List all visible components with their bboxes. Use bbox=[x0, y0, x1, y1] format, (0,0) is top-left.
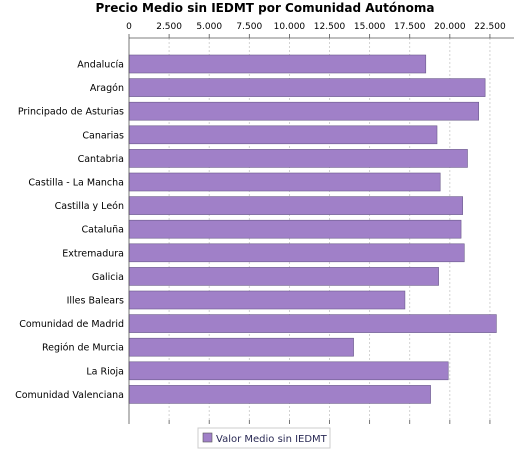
bar bbox=[128, 314, 497, 333]
bar bbox=[128, 337, 354, 357]
x-tick-label: 12.500 bbox=[314, 22, 346, 32]
bars bbox=[128, 54, 497, 404]
x-axis-ticks: 0 2.500 5.000 7.500 10.000 12.500 15.000 17.500… bbox=[126, 22, 506, 424]
category-label: Cataluña bbox=[81, 225, 124, 236]
legend-box bbox=[197, 427, 331, 449]
category-label: Galicia bbox=[92, 272, 124, 283]
bar bbox=[128, 196, 463, 215]
bar bbox=[128, 149, 468, 168]
legend-swatch bbox=[202, 432, 213, 443]
category-label: Comunidad Valenciana bbox=[15, 390, 124, 401]
category-label: Canarias bbox=[82, 130, 124, 141]
bar bbox=[128, 125, 438, 145]
x-tick-label: 15.000 bbox=[354, 22, 386, 32]
bar bbox=[128, 172, 441, 192]
category-label: Principado de Asturias bbox=[18, 107, 124, 118]
x-tick-label: 10.000 bbox=[274, 22, 306, 32]
x-tick-label: 0 bbox=[126, 22, 132, 32]
category-label: Castilla y León bbox=[55, 201, 124, 212]
bar bbox=[128, 219, 462, 239]
x-tick-label: 17.500 bbox=[394, 22, 426, 32]
x-tick-label: 7.500 bbox=[236, 22, 262, 32]
bar bbox=[128, 267, 439, 286]
category-label: Castilla - La Mancha bbox=[28, 178, 124, 189]
category-label: Extremadura bbox=[62, 248, 124, 259]
bar bbox=[128, 385, 431, 404]
category-label: Cantabria bbox=[78, 154, 124, 165]
bar bbox=[128, 290, 406, 310]
bar bbox=[128, 243, 465, 263]
category-label: Comunidad de Madrid bbox=[19, 319, 124, 330]
legend: Valor Medio sin IEDMT bbox=[197, 427, 331, 449]
category-label: La Rioja bbox=[86, 366, 124, 377]
x-tick-label: 22.500 bbox=[474, 22, 506, 32]
category-label: Illes Balears bbox=[67, 296, 124, 307]
bar bbox=[128, 361, 449, 381]
x-tick-label: 2.500 bbox=[156, 22, 182, 32]
category-label: Región de Murcia bbox=[42, 343, 124, 354]
category-label: Andalucía bbox=[77, 60, 124, 71]
chart-title: Precio Medio sin IEDMT por Comunidad Aut… bbox=[96, 1, 435, 15]
x-tick-label: 5.000 bbox=[196, 22, 222, 32]
x-tick-label: 20.000 bbox=[434, 22, 466, 32]
category-labels: Andalucía Aragón Principado de Asturias Can… bbox=[15, 60, 124, 401]
bar bbox=[128, 78, 486, 97]
bar bbox=[128, 101, 480, 121]
legend-label: Valor Medio sin IEDMT bbox=[216, 434, 328, 445]
bar bbox=[128, 54, 427, 74]
category-label: Aragón bbox=[90, 83, 124, 94]
